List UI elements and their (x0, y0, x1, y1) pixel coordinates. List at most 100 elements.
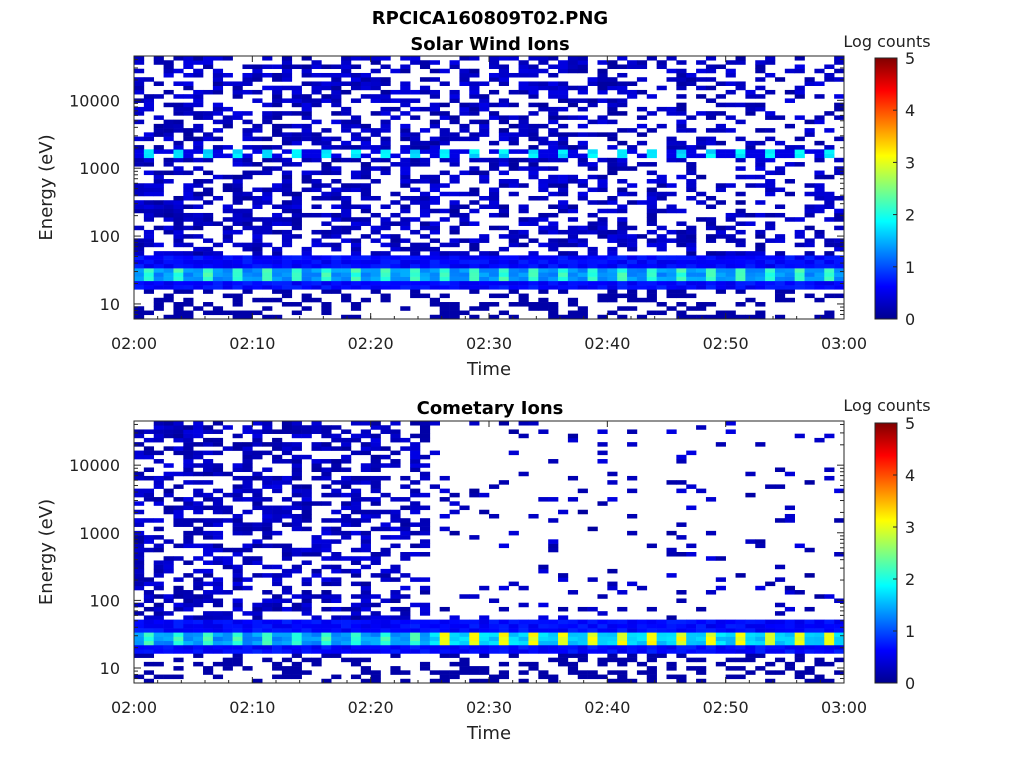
spectrogram-cell (262, 421, 273, 426)
spectrogram-cell (193, 149, 204, 154)
spectrogram-cell (222, 276, 233, 282)
spectrogram-cell (538, 636, 549, 642)
spectrogram-cell (173, 200, 184, 205)
spectrogram-cell (705, 115, 717, 120)
spectrogram-cell (350, 522, 362, 527)
spectrogram-cell (419, 666, 431, 671)
spectrogram-cell (242, 623, 253, 629)
spectrogram-cell (567, 238, 579, 243)
spectrogram-cell (222, 153, 233, 159)
spectrogram-cell (567, 255, 579, 260)
spectrogram-cell (597, 81, 608, 86)
spectrogram-cell (173, 217, 184, 222)
spectrogram-cell (360, 195, 371, 201)
spectrogram-cell (153, 421, 164, 426)
spectrogram-cell (143, 581, 155, 587)
spectrogram-cell (410, 421, 421, 426)
spectrogram-cell (153, 81, 164, 86)
spectrogram-cell (449, 255, 460, 260)
colorbar-tick-label: 0 (905, 674, 915, 693)
spectrogram-cell (449, 674, 460, 680)
spectrogram-cell (143, 229, 155, 235)
spectrogram-cell (311, 280, 322, 286)
spectrogram-cell (281, 429, 293, 434)
spectrogram-cell (252, 128, 263, 133)
spectrogram-cell (370, 81, 381, 86)
spectrogram-cell (479, 272, 490, 277)
spectrogram-cell (232, 564, 243, 570)
spectrogram-cell (212, 263, 224, 269)
spectrogram-cell (735, 136, 746, 142)
spectrogram-cell (262, 632, 273, 637)
spectrogram-cell (577, 306, 588, 311)
spectrogram-cell (636, 268, 648, 273)
spectrogram-cell (291, 64, 302, 70)
spectrogram-cell (419, 200, 431, 205)
spectrogram-cell (232, 488, 243, 494)
spectrogram-cell (370, 68, 381, 74)
spectrogram-cell (587, 619, 598, 625)
spectrogram-cell (518, 661, 529, 667)
spectrogram-cell (400, 644, 411, 650)
spectrogram-cell (636, 632, 648, 637)
spectrogram-cell (173, 666, 184, 671)
spectrogram-cell (548, 166, 559, 171)
y-tick-label: 10000 (69, 456, 120, 475)
spectrogram-cell (429, 102, 440, 108)
spectrogram-cell (242, 119, 253, 125)
spectrogram-cell (755, 242, 766, 248)
spectrogram-cell (262, 429, 273, 434)
spectrogram-cell (794, 217, 805, 222)
spectrogram-cell (528, 649, 539, 654)
spectrogram-cell (587, 259, 598, 265)
spectrogram-cell (212, 674, 224, 680)
spectrogram-cell (321, 140, 332, 146)
spectrogram-cell (212, 442, 224, 447)
spectrogram-cell (567, 632, 579, 637)
spectrogram-cell (281, 674, 293, 680)
spectrogram-cell (350, 560, 362, 565)
spectrogram-cell (774, 289, 786, 294)
spectrogram-cell (765, 111, 776, 116)
spectrogram-cell (222, 255, 233, 260)
spectrogram-cell (370, 480, 381, 485)
spectrogram-cell (834, 106, 845, 112)
spectrogram-cell (429, 246, 440, 252)
spectrogram-cell (400, 535, 411, 540)
spectrogram-cell (262, 111, 273, 116)
x-tick-label: 02:20 (348, 698, 394, 717)
spectrogram-cell (143, 653, 155, 658)
spectrogram-cell (548, 140, 559, 146)
spectrogram-cell (153, 123, 164, 129)
spectrogram-cell (784, 505, 795, 511)
spectrogram-cell (291, 568, 302, 574)
spectrogram-cell (143, 518, 155, 523)
spectrogram-cell (587, 285, 598, 290)
spectrogram-cell (577, 285, 588, 290)
spectrogram-cell (301, 581, 312, 587)
spectrogram-cell (518, 421, 529, 426)
spectrogram-cell (173, 577, 184, 582)
spectrogram-cell (528, 268, 539, 273)
spectrogram-cell (567, 132, 579, 137)
spectrogram-cell (508, 644, 519, 650)
spectrogram-cell (173, 636, 184, 642)
spectrogram-cell (153, 497, 164, 502)
spectrogram-cell (370, 619, 381, 625)
spectrogram-cell (291, 454, 302, 460)
spectrogram-cell (617, 276, 628, 282)
spectrogram-cell (607, 106, 618, 112)
spectrogram-cell (212, 450, 224, 456)
spectrogram-cell (784, 518, 795, 523)
spectrogram-cell (301, 280, 312, 286)
spectrogram-cell (380, 552, 391, 557)
spectrogram-cell (715, 255, 726, 260)
spectrogram-cell (834, 60, 845, 65)
spectrogram-cell (341, 276, 352, 282)
spectrogram-cell (498, 128, 510, 133)
spectrogram-cell (735, 149, 746, 154)
spectrogram-cell (617, 263, 628, 269)
colorbar-tick-label: 3 (905, 518, 915, 537)
spectrogram-cell (360, 128, 371, 133)
spectrogram-cell (410, 272, 421, 277)
